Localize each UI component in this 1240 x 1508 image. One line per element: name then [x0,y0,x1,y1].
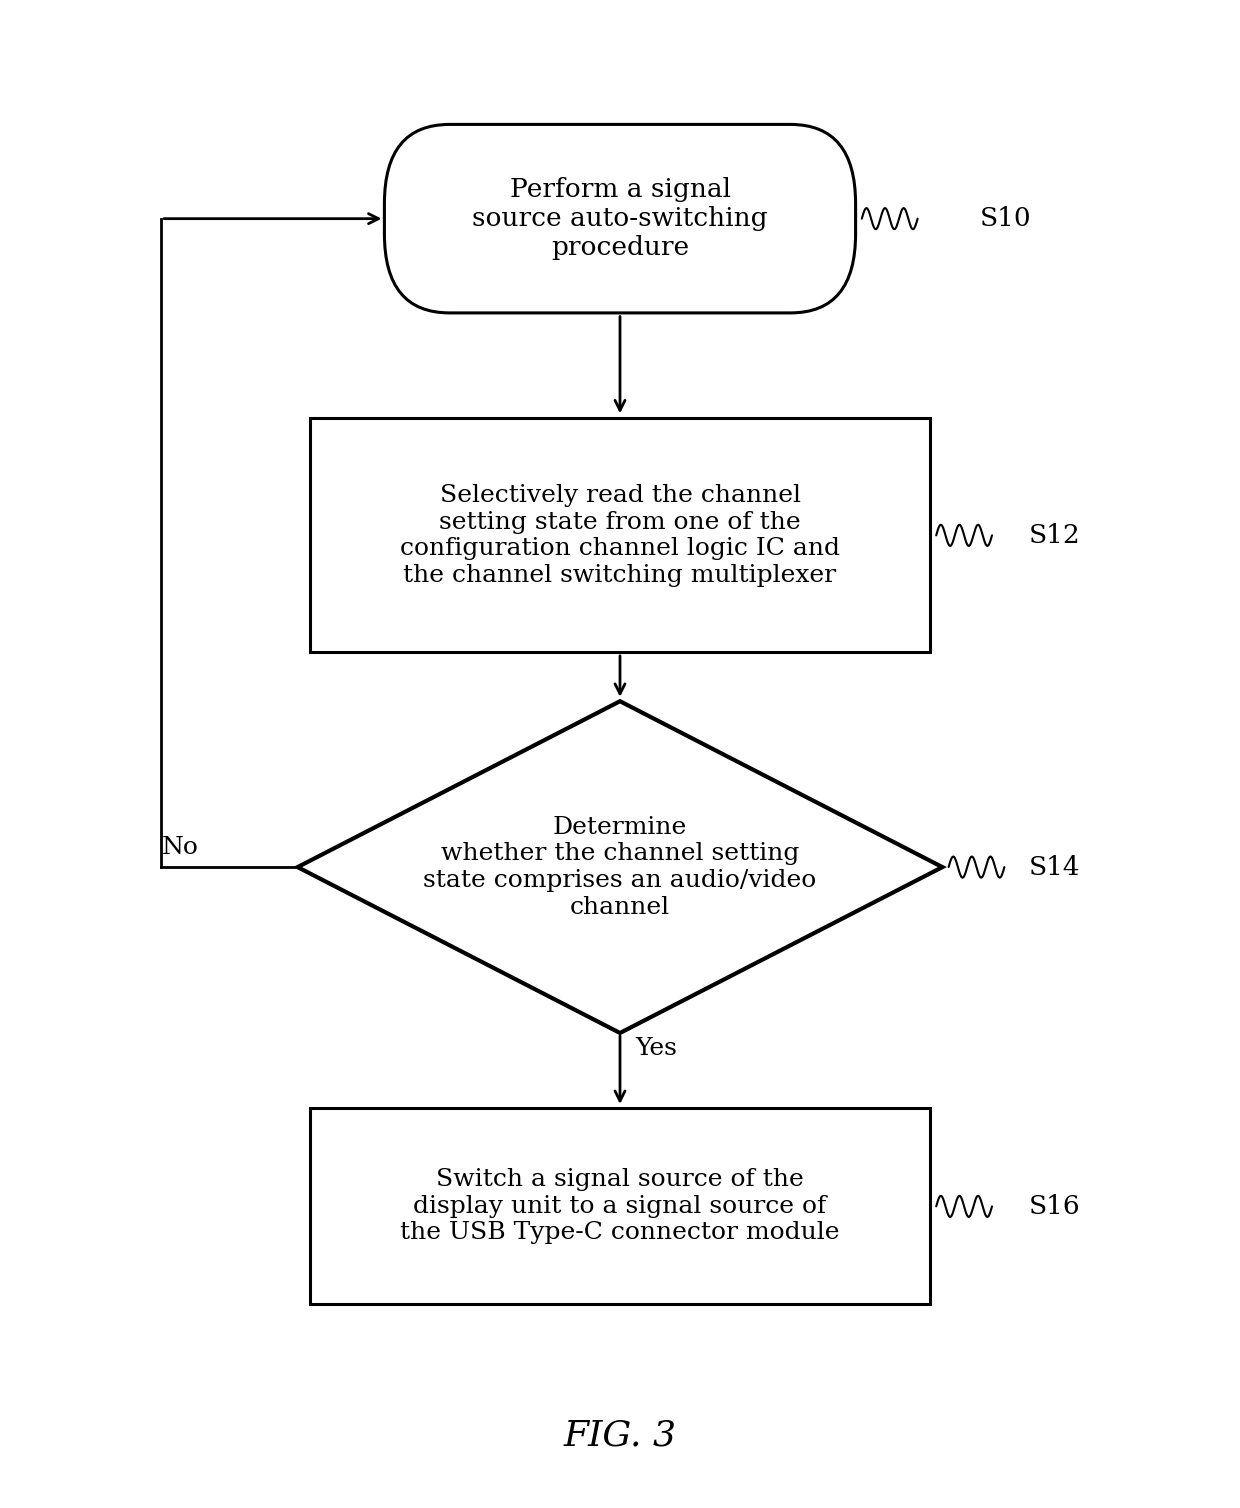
Text: S10: S10 [980,207,1032,231]
Text: Perform a signal
source auto-switching
procedure: Perform a signal source auto-switching p… [472,176,768,261]
Polygon shape [298,701,942,1033]
Text: Selectively read the channel
setting state from one of the
configuration channel: Selectively read the channel setting sta… [401,484,839,587]
FancyBboxPatch shape [384,125,856,314]
Text: S14: S14 [1029,855,1081,879]
Text: S16: S16 [1029,1194,1081,1218]
Text: FIG. 3: FIG. 3 [563,1419,677,1452]
Text: Determine
whether the channel setting
state comprises an audio/video
channel: Determine whether the channel setting st… [423,816,817,918]
Text: Yes: Yes [635,1036,677,1060]
Bar [310,419,930,653]
Text: S12: S12 [1029,523,1081,547]
Text: No: No [161,835,198,860]
Text: Switch a signal source of the
display unit to a signal source of
the USB Type-C : Switch a signal source of the display un… [401,1169,839,1244]
Bar [310,1108,930,1304]
